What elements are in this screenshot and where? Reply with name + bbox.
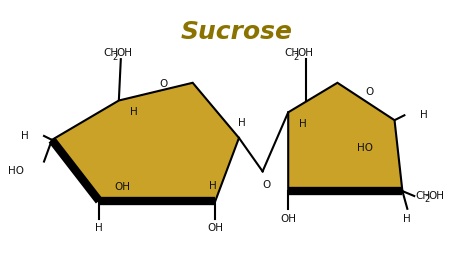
Text: H: H (20, 131, 28, 141)
Text: 2: 2 (424, 196, 429, 204)
Text: 2: 2 (112, 53, 118, 62)
Polygon shape (52, 83, 239, 201)
Text: H: H (130, 107, 137, 117)
Text: H: H (403, 214, 411, 224)
Text: CH: CH (415, 191, 430, 201)
Text: O: O (366, 87, 374, 97)
Text: H: H (95, 223, 103, 233)
Text: H: H (238, 118, 246, 128)
Text: H: H (210, 181, 217, 191)
Text: OH: OH (297, 48, 313, 58)
Text: O: O (160, 79, 168, 89)
Polygon shape (288, 83, 402, 191)
Text: HO: HO (9, 166, 24, 176)
Text: CH: CH (103, 48, 118, 58)
Text: H: H (299, 119, 307, 129)
Text: OH: OH (280, 214, 296, 224)
Text: H: H (420, 110, 428, 120)
Text: 2: 2 (293, 53, 299, 62)
Text: OH: OH (116, 48, 132, 58)
Text: Sucrose: Sucrose (181, 20, 293, 44)
Text: OH: OH (207, 223, 223, 233)
Text: OH: OH (428, 191, 444, 201)
Text: HO: HO (357, 143, 373, 153)
Text: OH: OH (114, 182, 130, 192)
Text: CH: CH (284, 48, 300, 58)
Text: O: O (263, 180, 271, 190)
